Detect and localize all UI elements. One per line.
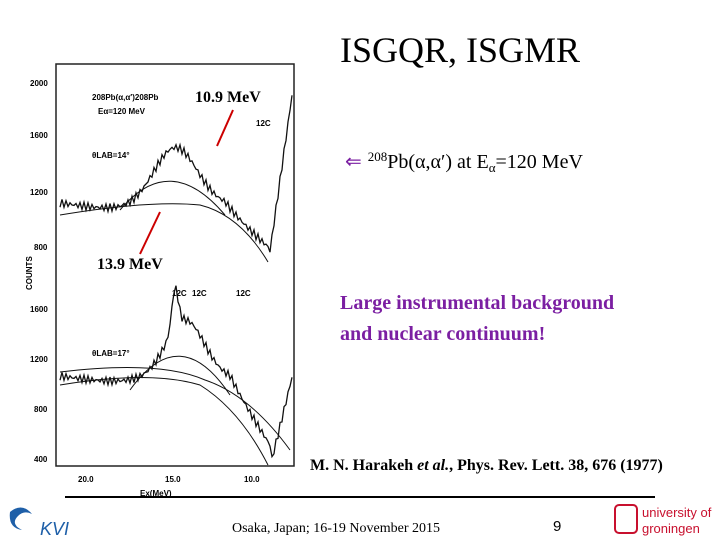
background-curve [59, 377, 269, 466]
annotation-arrow [216, 109, 234, 147]
tick-label: 20.0 [78, 475, 94, 484]
tick-label: 15.0 [165, 475, 181, 484]
logo-mark [9, 507, 32, 530]
reference: M. N. Harakeh et al., Phys. Rev. Lett. 3… [310, 457, 663, 474]
logo-text: groningen [642, 521, 700, 536]
figure-angle: θLAB=17° [92, 349, 130, 358]
mass-number: 208 [368, 149, 388, 164]
background-curve [59, 367, 291, 451]
authors: M. N. Harakeh [310, 457, 417, 474]
figure-frame [55, 63, 295, 467]
logo-text: university of [642, 505, 712, 520]
reaction-line: ⇐ 208Pb(α,α′) at Eα=120 MeV [345, 149, 583, 175]
x-axis-label: Ex(MeV) [140, 489, 172, 498]
groningen-logo: university of groningen [614, 504, 712, 536]
carbon-label: 12C [192, 289, 207, 298]
footer-venue: Osaka, Japan; 16-19 November 2015 [232, 521, 440, 536]
carbon-label: 12C [172, 289, 187, 298]
logo-shield [614, 504, 638, 534]
tick-label: 400 [34, 455, 48, 464]
slide-title: ISGQR, ISGMR [340, 30, 580, 70]
spectrum-figure: 2000 1600 1200 800 1600 1200 800 400 COU… [25, 63, 295, 498]
figure-reaction: 208Pb(α,α′)208Pb [92, 93, 159, 102]
tick-label: 2000 [30, 79, 48, 88]
annotation-arrow [139, 211, 161, 255]
page-number: 9 [553, 518, 561, 535]
carbon-label: 12C [236, 289, 251, 298]
spectrum-line [59, 95, 293, 253]
carbon-label: 12C [256, 119, 271, 128]
et-al: et al. [417, 457, 449, 474]
kvi-logo: KVI [9, 507, 69, 539]
remark: Large instrumental background [340, 292, 614, 314]
tick-label: 1600 [30, 305, 48, 314]
tick-label: 800 [34, 405, 48, 414]
subscript: α [489, 160, 496, 175]
peak-annotation: 10.9 MeV [195, 89, 261, 106]
logo-text: KVI [40, 519, 69, 539]
spectrum-line [59, 285, 293, 459]
peak-annotation: 13.9 MeV [97, 256, 163, 273]
resonance-curve [129, 355, 231, 396]
arrow: ⇐ [345, 151, 362, 173]
resonance-curve [119, 180, 226, 216]
reaction-text: =120 MeV [496, 151, 584, 173]
remark: and nuclear continuum! [340, 323, 545, 345]
y-axis-label: COUNTS [25, 256, 34, 290]
tick-label: 800 [34, 243, 48, 252]
figure-energy: Eα=120 MeV [98, 107, 146, 116]
reaction-text: Pb(α,α′) at E [387, 151, 488, 173]
tick-label: 1600 [30, 131, 48, 140]
tick-label: 10.0 [244, 475, 260, 484]
tick-label: 1200 [30, 355, 48, 364]
tick-label: 1200 [30, 188, 48, 197]
figure-angle: θLAB=14° [92, 151, 130, 160]
citation: , Phys. Rev. Lett. 38, 676 (1977) [449, 457, 663, 474]
background-curve [59, 203, 269, 263]
